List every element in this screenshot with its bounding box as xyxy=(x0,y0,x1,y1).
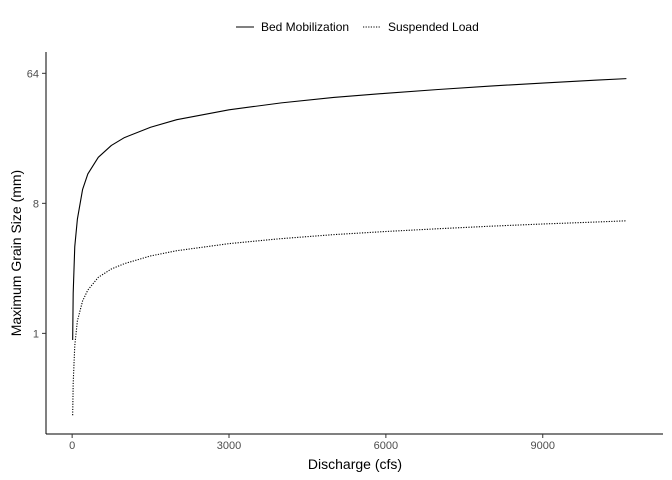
x-tick-label: 9000 xyxy=(530,440,554,452)
plot-lines xyxy=(72,78,627,416)
legend: Bed Mobilization Suspended Load xyxy=(236,20,479,34)
series-line-2 xyxy=(72,220,627,416)
y-tick-label: 1 xyxy=(33,328,39,340)
axes: 0 3000 6000 9000 1 8 64 xyxy=(27,52,663,452)
y-axis-title: Maximum Grain Size (mm) xyxy=(8,170,24,336)
legend-label-2: Suspended Load xyxy=(388,20,479,34)
y-tick-label: 64 xyxy=(27,68,39,80)
series-line-1 xyxy=(72,78,627,340)
x-tick-label: 3000 xyxy=(217,440,241,452)
x-tick-label: 6000 xyxy=(374,440,398,452)
x-tick-label: 0 xyxy=(69,440,75,452)
legend-label-1: Bed Mobilization xyxy=(261,20,349,34)
x-axis-title: Discharge (cfs) xyxy=(308,456,402,472)
y-tick-label: 8 xyxy=(33,198,39,210)
